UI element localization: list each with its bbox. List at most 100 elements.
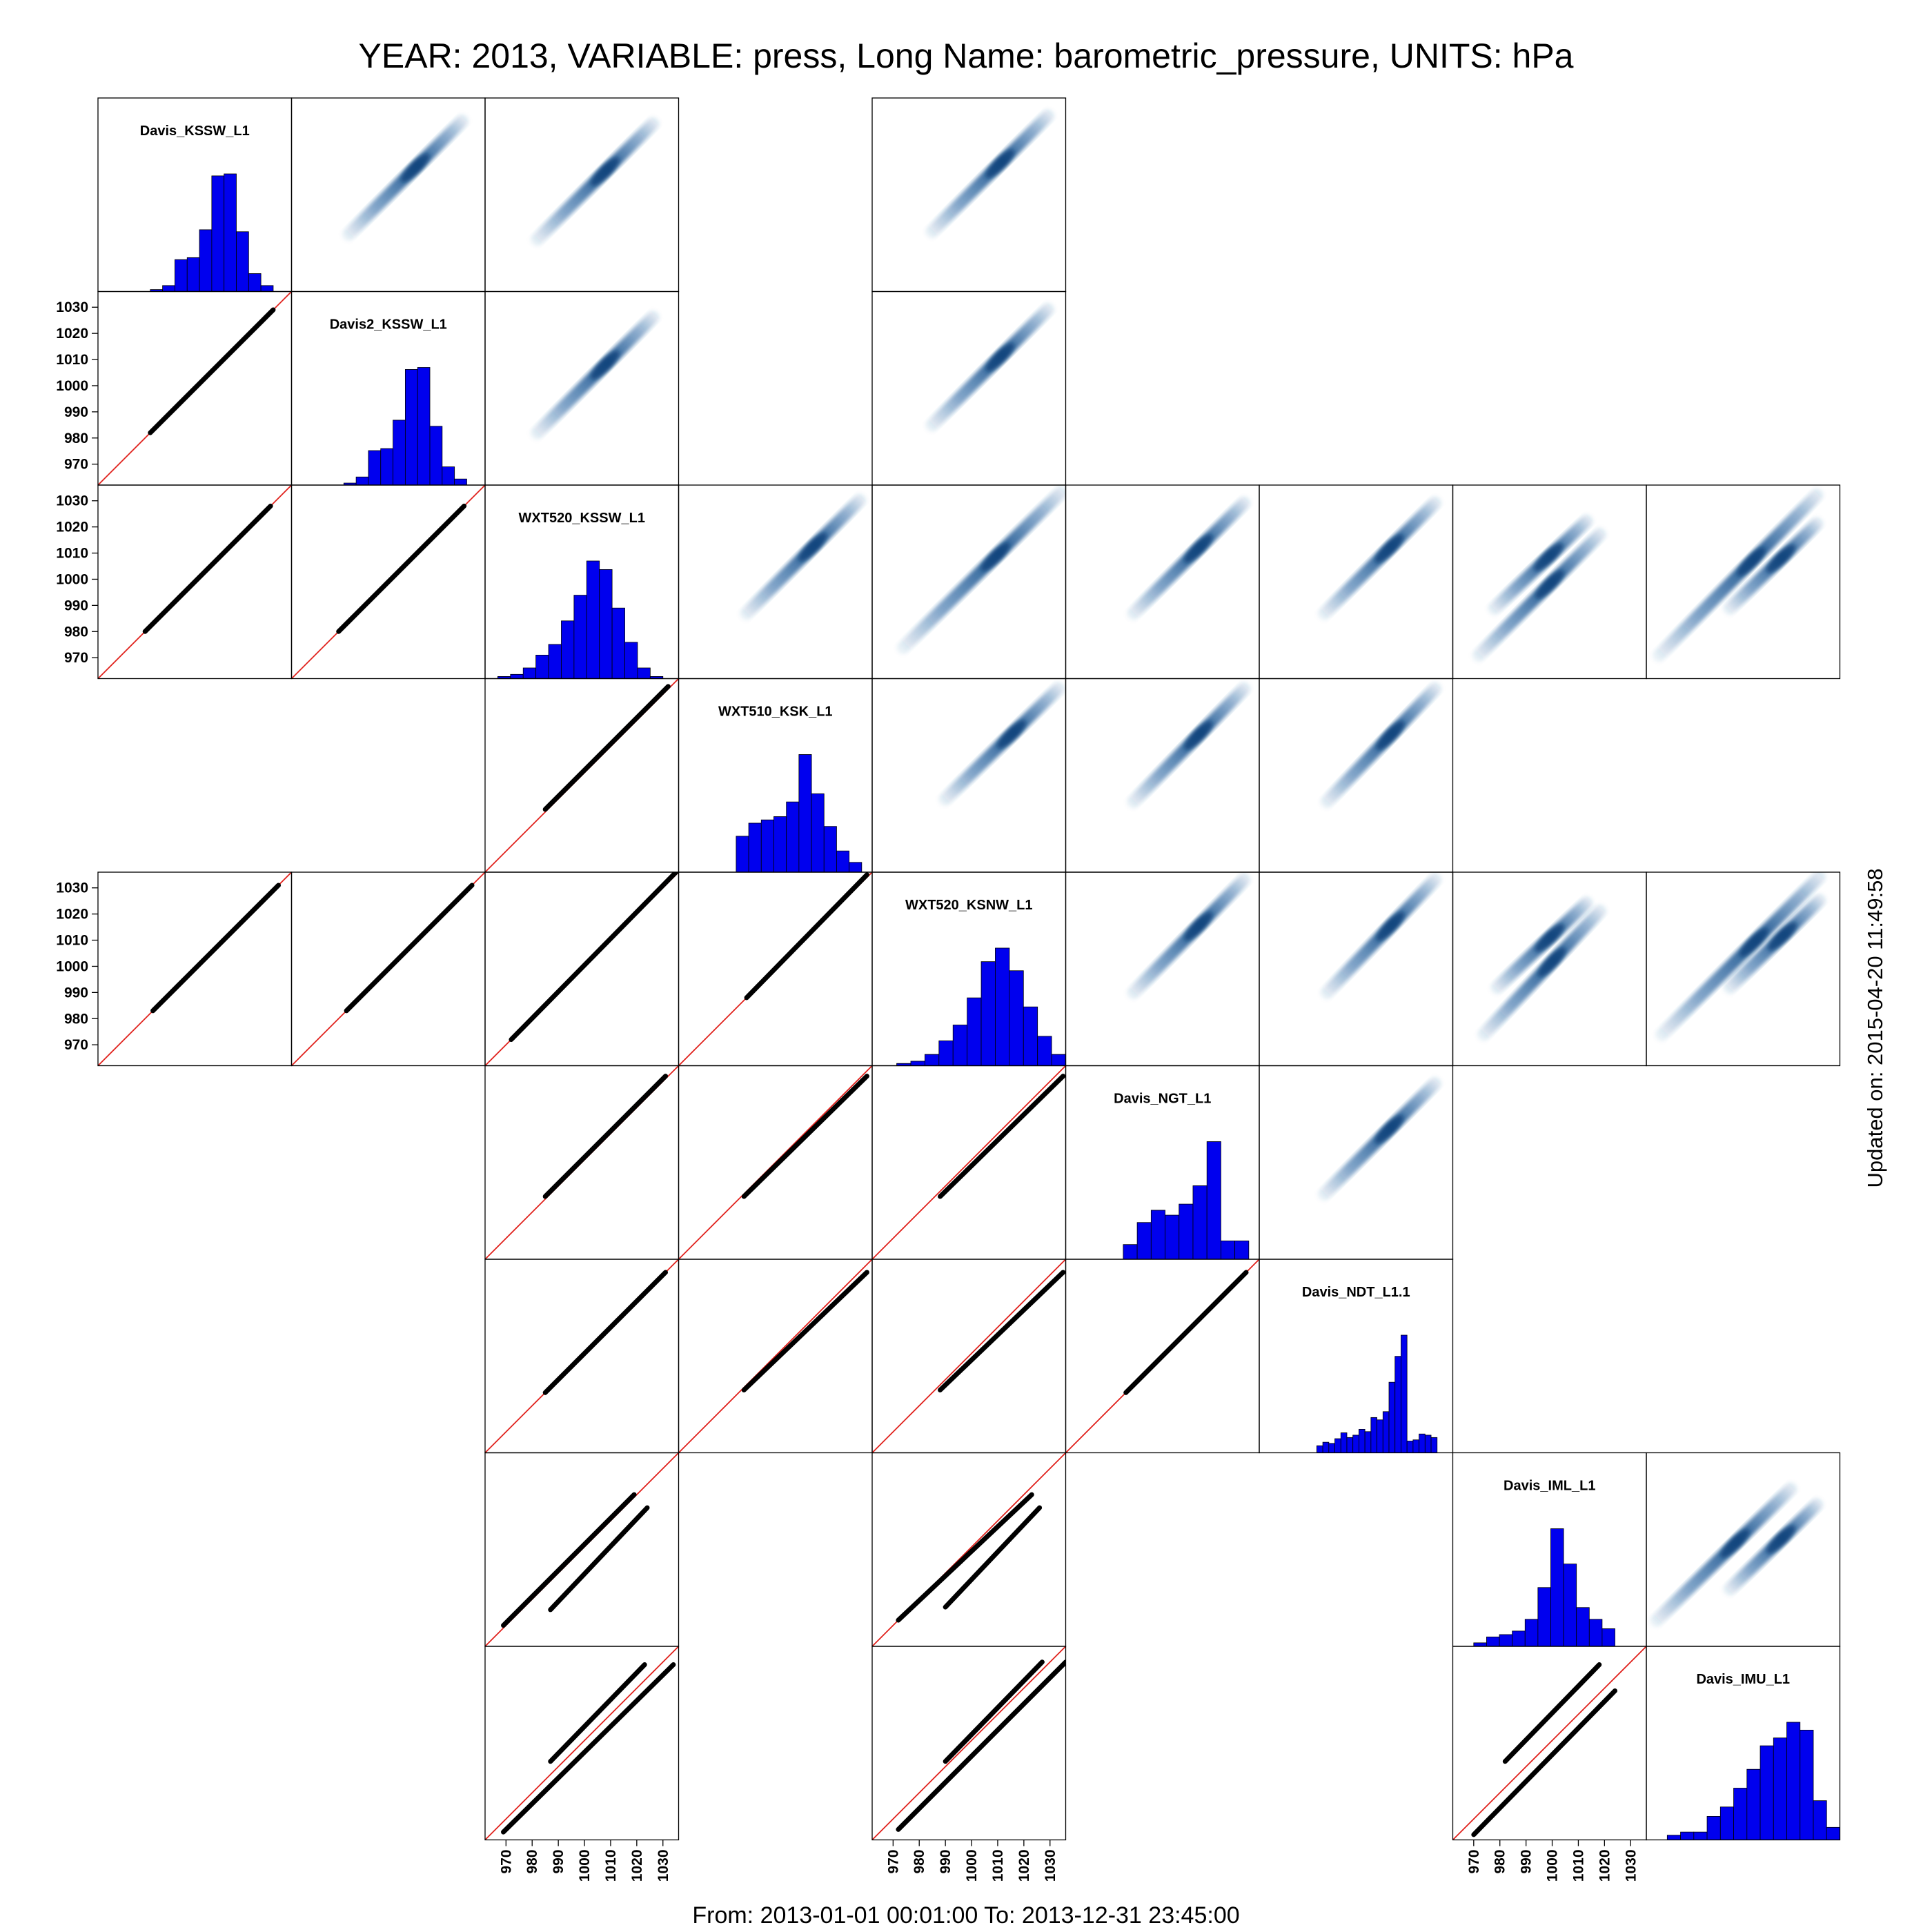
- density-core: [1534, 543, 1564, 571]
- x-tick-label: 980: [911, 1850, 927, 1874]
- scatter-points: [336, 503, 467, 634]
- identity-line: [485, 1646, 679, 1840]
- scatter-points: [509, 872, 679, 1043]
- histogram-bar: [1123, 1244, 1138, 1260]
- scatter-group: [872, 1452, 1066, 1646]
- x-tick-label: 980: [524, 1850, 540, 1874]
- histogram-bar: [417, 367, 431, 486]
- histogram-bar: [1412, 1439, 1420, 1453]
- histogram-bar: [1524, 1619, 1539, 1647]
- histogram-bar: [224, 173, 237, 292]
- density-core: [1535, 924, 1564, 952]
- scatter-group: [872, 1646, 1066, 1840]
- scatter-points: [744, 872, 869, 1000]
- scatter-points: [1471, 1688, 1618, 1837]
- histogram-bar: [1179, 1203, 1194, 1260]
- density-group: [1126, 682, 1251, 809]
- histogram-bar: [599, 569, 613, 679]
- histogram-bar: [199, 229, 213, 292]
- histogram-bar: [1430, 1437, 1438, 1453]
- histogram-bar: [561, 620, 575, 679]
- histogram-bar: [573, 595, 587, 679]
- density-group: [1655, 872, 1826, 1042]
- density-core: [1374, 534, 1403, 563]
- histogram-bar: [1773, 1737, 1787, 1840]
- scatter-group: [485, 678, 679, 872]
- density-core: [591, 351, 620, 379]
- histogram-bar: [1693, 1831, 1708, 1840]
- histogram-bar: [786, 801, 800, 873]
- density-core: [1739, 928, 1768, 957]
- x-tick-label: 1000: [1545, 1850, 1561, 1882]
- scatter-panel: [871, 1646, 1067, 1841]
- scatter-group: [678, 1259, 872, 1453]
- x-tick-label: 990: [551, 1850, 566, 1874]
- scatter-group: [485, 1646, 679, 1840]
- histogram-bar: [773, 816, 787, 873]
- y-tick-label: 1020: [56, 907, 88, 923]
- density-core: [985, 149, 1014, 178]
- x-tick-label: 970: [498, 1850, 514, 1874]
- histogram-bar: [1037, 1036, 1052, 1066]
- x-tick-label: 970: [1466, 1850, 1482, 1874]
- histogram-bar: [1537, 1587, 1551, 1647]
- histogram-bar: [522, 667, 537, 679]
- histogram-bar: [1588, 1619, 1603, 1647]
- y-tick-label: 980: [64, 624, 88, 640]
- histogram-bar: [1680, 1831, 1695, 1840]
- density-panel: [1646, 484, 1841, 680]
- histogram-bar: [967, 997, 982, 1066]
- histogram-bar: [535, 655, 549, 679]
- histogram-bar: [162, 285, 175, 292]
- station-label: WXT520_KSSW_L1: [519, 511, 645, 526]
- scatter-points: [938, 1270, 1066, 1393]
- x-tick-label: 990: [938, 1850, 954, 1874]
- histogram-bar: [811, 793, 825, 873]
- histogram-bar: [1370, 1417, 1377, 1453]
- histogram-bar: [1023, 1006, 1038, 1066]
- scatter-group: [485, 1452, 679, 1646]
- density-group: [925, 109, 1055, 239]
- density-core: [1184, 911, 1213, 941]
- scatter-group: [678, 872, 872, 1066]
- station-label: WXT510_KSK_L1: [718, 704, 833, 720]
- density-core: [980, 542, 1010, 571]
- histogram-bar: [624, 642, 638, 679]
- x-tick-label: 1020: [1597, 1850, 1613, 1882]
- x-tick-label: 1030: [656, 1850, 671, 1882]
- density-group: [739, 493, 867, 620]
- density-core: [798, 533, 827, 562]
- histogram-bar: [1401, 1334, 1408, 1453]
- scatter-group: [485, 872, 679, 1066]
- x-tick-label: 1030: [1623, 1850, 1639, 1882]
- density-group: [938, 682, 1065, 807]
- y-tick-label: 990: [64, 985, 88, 1000]
- histogram-bar: [1512, 1630, 1526, 1647]
- histogram-bar: [1051, 1054, 1066, 1066]
- histogram-bar: [1759, 1745, 1774, 1840]
- histogram-bar: [454, 478, 467, 486]
- scatter-points: [501, 1662, 676, 1835]
- x-tick-label: 1020: [1016, 1850, 1032, 1882]
- scatter-points: [542, 684, 671, 812]
- histogram-bar: [637, 667, 651, 679]
- histogram-bar: [404, 369, 418, 486]
- scatter-group: [678, 1065, 872, 1259]
- scatter-points: [896, 1492, 1034, 1623]
- density-group: [896, 486, 1066, 655]
- histogram-bar: [760, 819, 774, 873]
- density-core: [1535, 570, 1564, 599]
- scatter-points: [542, 1074, 669, 1199]
- scatter-points: [896, 1659, 1066, 1832]
- x-tick-label: 1000: [577, 1850, 593, 1882]
- x-tick-label: 1010: [603, 1850, 619, 1882]
- density-group: [530, 310, 660, 440]
- histogram-bar: [1419, 1433, 1426, 1453]
- density-group: [1317, 1076, 1442, 1201]
- histogram-bar: [1192, 1185, 1208, 1260]
- identity-line: [872, 1259, 1066, 1453]
- histogram-bar: [1206, 1141, 1221, 1260]
- scatter-points: [148, 307, 276, 435]
- scatter-points: [741, 1074, 869, 1199]
